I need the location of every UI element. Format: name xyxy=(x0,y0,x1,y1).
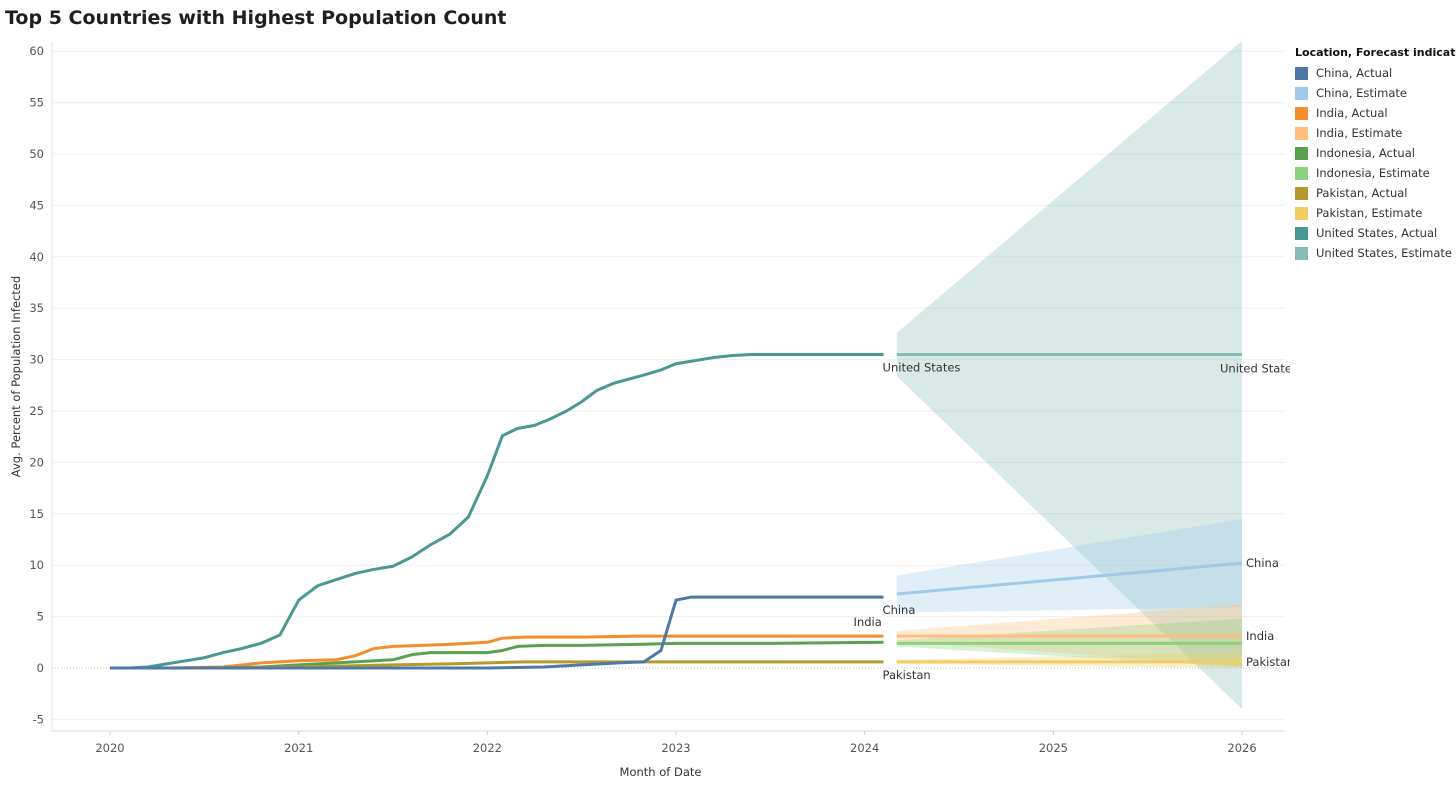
x-tick-label: 2021 xyxy=(284,741,313,755)
data-label-pakistan: Pakistan xyxy=(883,668,931,682)
legend-item-indonesia-actual[interactable]: Indonesia, Actual xyxy=(1295,143,1456,163)
legend-swatch xyxy=(1295,106,1308,120)
legend-item-pakistan-actual[interactable]: Pakistan, Actual xyxy=(1295,183,1456,203)
x-tick-label: 2026 xyxy=(1227,741,1256,755)
legend-item-indonesia-estimate[interactable]: Indonesia, Estimate xyxy=(1295,163,1456,183)
y-tick-label: 15 xyxy=(29,507,44,521)
legend-swatch xyxy=(1295,206,1308,220)
legend-label: India, Actual xyxy=(1316,106,1388,120)
legend-label: Pakistan, Estimate xyxy=(1316,206,1423,220)
y-tick-label: 10 xyxy=(29,558,44,572)
legend-items: China, Actual China, Estimate India, Actua… xyxy=(1295,63,1456,263)
legend-label: Pakistan, Actual xyxy=(1316,186,1408,200)
x-tick-label: 2024 xyxy=(850,741,879,755)
legend-label: India, Estimate xyxy=(1316,126,1403,140)
y-tick-label: 0 xyxy=(37,661,44,675)
legend-swatch xyxy=(1295,146,1308,160)
legend-swatch xyxy=(1295,86,1308,100)
legend-label: United States, Estimate xyxy=(1316,246,1452,260)
legend-swatch xyxy=(1295,126,1308,140)
y-tick-label: 60 xyxy=(29,44,44,58)
line-china-estimate xyxy=(896,561,1243,596)
legend-label: China, Estimate xyxy=(1316,86,1407,100)
line-indonesia-actual xyxy=(110,640,884,670)
y-tick-label: 25 xyxy=(29,404,44,418)
legend-swatch xyxy=(1295,66,1308,80)
legend-item-united-states-estimate[interactable]: United States, Estimate xyxy=(1295,243,1456,263)
band-united-states-estimate xyxy=(896,42,1243,710)
data-label-china: China xyxy=(1246,556,1279,570)
legend-item-china-estimate[interactable]: China, Estimate xyxy=(1295,83,1456,103)
legend-item-india-actual[interactable]: India, Actual xyxy=(1295,103,1456,123)
legend-item-united-states-actual[interactable]: United States, Actual xyxy=(1295,223,1456,243)
data-label-india: India xyxy=(854,615,882,629)
y-tick-label: 40 xyxy=(29,250,44,264)
legend-label: China, Actual xyxy=(1316,66,1393,80)
legend-item-india-estimate[interactable]: India, Estimate xyxy=(1295,123,1456,143)
legend-swatch xyxy=(1295,246,1308,260)
data-label-united-states: United States xyxy=(883,360,961,374)
data-label-india: India xyxy=(1246,629,1274,643)
y-tick-label: 5 xyxy=(37,610,44,624)
legend-swatch xyxy=(1295,186,1308,200)
y-tick-label: 20 xyxy=(29,455,44,469)
legend[interactable]: Location, Forecast indicator China, Actu… xyxy=(1295,46,1456,263)
legend-label: Indonesia, Estimate xyxy=(1316,166,1430,180)
y-tick-label: 50 xyxy=(29,147,44,161)
data-label-china: China xyxy=(883,603,916,617)
line-india-actual xyxy=(110,634,884,670)
legend-swatch xyxy=(1295,166,1308,180)
legend-item-pakistan-estimate[interactable]: Pakistan, Estimate xyxy=(1295,203,1456,223)
band-pakistan-estimate xyxy=(896,652,1243,668)
x-tick-label: 2020 xyxy=(95,741,124,755)
x-axis-title: Month of Date xyxy=(620,765,702,779)
y-tick-label: 35 xyxy=(29,301,44,315)
y-tick-label: 45 xyxy=(29,198,44,212)
band-china-estimate xyxy=(896,518,1243,613)
legend-title: Location, Forecast indicator xyxy=(1295,46,1456,59)
legend-item-china-actual[interactable]: China, Actual xyxy=(1295,63,1456,83)
chart-title: Top 5 Countries with Highest Population … xyxy=(5,7,507,29)
data-label-united-states: United States xyxy=(1220,361,1290,375)
x-tick-label: 2023 xyxy=(661,741,690,755)
x-tick-label: 2025 xyxy=(1039,741,1068,755)
x-tick-label: 2022 xyxy=(473,741,502,755)
y-tick-label: -5 xyxy=(33,712,44,726)
line-china-actual xyxy=(110,595,884,670)
legend-label: Indonesia, Actual xyxy=(1316,146,1415,160)
legend-swatch xyxy=(1295,226,1308,240)
line-united-states-actual xyxy=(110,352,884,670)
data-label-pakistan: Pakistan xyxy=(1246,655,1290,669)
y-axis-title: Avg. Percent of Population Infected xyxy=(9,276,23,477)
y-tick-label: 30 xyxy=(29,353,44,367)
y-tick-label: 55 xyxy=(29,96,44,110)
forecast-bands xyxy=(896,42,1243,710)
legend-label: United States, Actual xyxy=(1316,226,1438,240)
